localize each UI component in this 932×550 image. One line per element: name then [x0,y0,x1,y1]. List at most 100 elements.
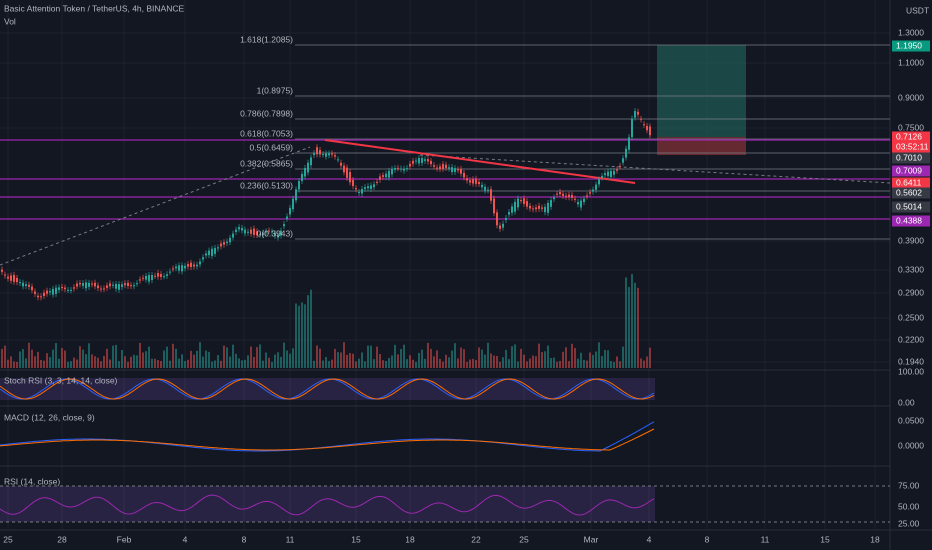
volume-bar [538,343,540,368]
volume-bar [448,357,450,368]
currency: USDT [906,5,929,15]
candle [181,265,183,272]
candle [184,265,186,269]
time-label: 18 [405,534,415,544]
macd-axis: 0.0500 [898,415,924,425]
volume-bar [430,348,432,368]
candle [433,165,435,167]
candle [403,168,405,171]
candle [49,291,51,293]
candle [553,197,555,200]
volume-bar [622,346,624,368]
candle [166,274,168,276]
volume-bar [301,302,303,368]
candle [163,276,165,278]
price-tag [892,201,930,213]
volume-bar [565,347,567,368]
candle [313,153,315,156]
price-label: 0.9000 [898,92,924,102]
price-tag-text: 03:52:11 [896,141,929,151]
rsi-axis: 50.00 [898,501,920,511]
candle [46,290,48,294]
candle [145,275,147,280]
candle [130,285,132,287]
candle [226,241,228,244]
candle [37,295,39,298]
volume-bar [580,352,582,368]
time-label: 11 [761,534,770,544]
volume-bar [277,352,279,368]
volume-bar [367,345,369,368]
volume-bar [199,342,201,368]
price-tag [892,40,930,52]
volume-bar [562,351,564,368]
volume-bar [88,343,90,368]
volume-bar [211,361,213,368]
stoch-d [0,378,655,400]
candle [244,229,246,234]
volume-bar [496,355,498,368]
volume-bar [52,349,54,368]
candle [22,282,24,287]
candle [550,200,552,207]
candle [472,179,474,184]
candle [337,159,339,161]
candle [376,181,378,183]
price-tag [892,165,930,177]
volume-bar [322,360,324,368]
candle [574,198,576,200]
candle [133,285,135,287]
candle [505,217,507,221]
price-tag-text: 0.6411 [896,177,922,187]
volume-bar [427,342,429,368]
candle [250,229,252,234]
candle [121,284,123,288]
candle [220,243,222,247]
candle [568,194,570,198]
volume-bar [271,361,273,368]
volume-bar [643,360,645,368]
price-label: 0.7500 [898,122,924,132]
candle [232,233,234,238]
volume-bar [403,344,405,368]
candle [1,269,3,272]
volume-bar [40,359,42,368]
volume-bar [589,352,591,368]
volume-bar [235,353,237,368]
candle [10,275,12,281]
volume-bar [103,355,105,368]
candle [640,118,642,120]
candle [286,216,288,219]
volume-bar [115,344,117,368]
price-tag [892,131,930,143]
volume-bar [28,342,30,368]
stoch-k [0,378,655,400]
candle [352,179,354,186]
volume-bar [256,347,258,368]
fib-label: 0.786(0.7898) [240,108,293,118]
candle [490,189,492,201]
price-tag-text: 0.4388 [896,215,922,225]
candle [544,206,546,213]
candle [223,242,225,245]
volume-bar [7,359,9,368]
volume-bar [460,347,462,368]
volume-bar [607,350,609,368]
volume-bar [481,349,483,368]
fib-label: 0(0.3943) [257,228,294,238]
candle [466,178,468,181]
volume-bar [238,358,240,368]
candle [601,175,603,178]
candle [172,268,174,270]
candle [463,172,465,178]
candle [355,188,357,190]
candle [385,173,387,178]
volume-bar [349,353,351,368]
volume-bar [139,342,141,368]
volume-bar [541,352,543,368]
volume-bar [292,348,294,368]
volume-bar [571,343,573,368]
candle [280,230,282,236]
candle [52,288,54,295]
candle [424,159,426,161]
